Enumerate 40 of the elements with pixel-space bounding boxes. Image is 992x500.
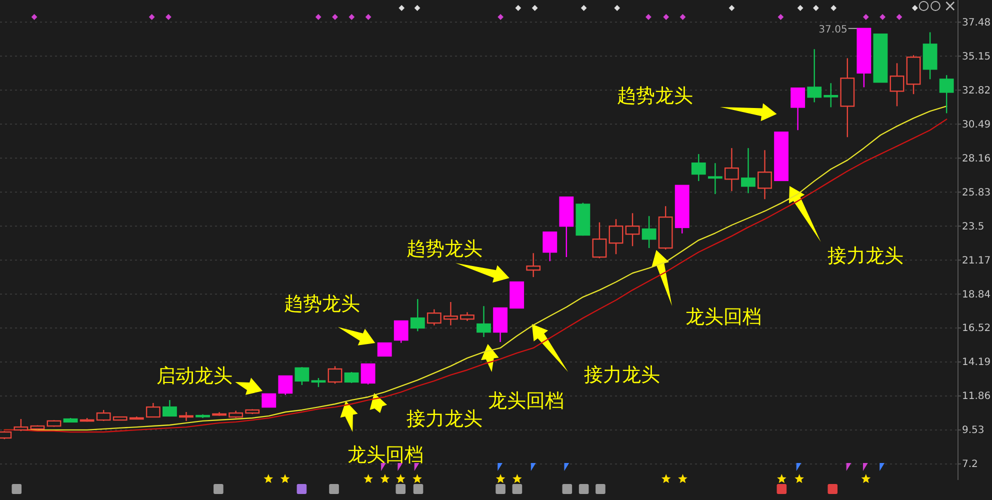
y-tick-label: 23.5 xyxy=(962,221,984,232)
annotation: 龙头回档 xyxy=(686,306,762,328)
annotation: 龙头回档 xyxy=(488,390,564,412)
y-tick-label: 35.15 xyxy=(962,51,991,62)
annotation: 龙头回档 xyxy=(348,444,424,466)
y-tick-label: 18.84 xyxy=(962,289,991,300)
annotation: 37.05 xyxy=(818,24,848,36)
candlestick xyxy=(476,305,491,338)
y-tick-label: 28.16 xyxy=(962,153,991,164)
candlestick xyxy=(625,212,640,247)
candlestick xyxy=(807,48,822,103)
annotation: 启动龙头 xyxy=(156,365,233,387)
candlestick xyxy=(741,147,756,194)
annotation: 接力龙头 xyxy=(828,245,904,267)
candlestick xyxy=(460,312,474,322)
y-tick-label: 14.19 xyxy=(962,357,991,368)
y-tick-label: 37.48 xyxy=(962,17,991,28)
annotation: 接力龙头 xyxy=(584,364,660,386)
annotation: 趋势龙头 xyxy=(406,238,483,260)
y-tick-label: 30.49 xyxy=(962,119,991,130)
candlestick xyxy=(922,32,938,80)
candlestick xyxy=(890,62,904,107)
candlestick xyxy=(708,162,722,195)
candlestick xyxy=(443,301,458,326)
annotation: 趋势龙头 xyxy=(617,85,694,107)
y-tick-label: 11.86 xyxy=(962,391,991,402)
y-tick-label: 21.17 xyxy=(962,255,991,266)
candlestick xyxy=(724,147,739,192)
candlestick xyxy=(840,58,855,138)
annotation: 接力龙头 xyxy=(406,408,483,430)
candlestick xyxy=(824,82,838,108)
y-tick-label: 32.82 xyxy=(962,85,991,96)
candlestick xyxy=(179,411,194,422)
y-tick-label: 16.52 xyxy=(962,323,991,334)
y-tick-label: 7.2 xyxy=(962,459,978,470)
candlestick xyxy=(758,150,772,200)
y-tick-label: 25.83 xyxy=(962,187,991,198)
y-tick-label: 9.53 xyxy=(962,425,984,436)
annotation: 趋势龙头 xyxy=(284,293,360,315)
candlestick xyxy=(426,308,442,326)
